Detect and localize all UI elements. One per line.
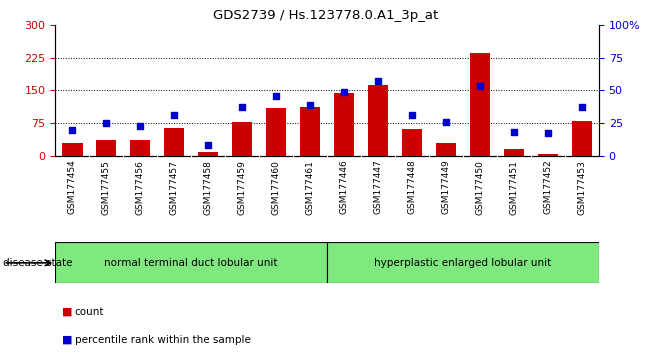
Bar — [62, 143, 83, 156]
Point — [135, 123, 145, 129]
Bar — [130, 139, 150, 156]
Bar — [164, 128, 184, 156]
Text: GSM177457: GSM177457 — [170, 160, 179, 215]
Point — [509, 129, 519, 135]
Text: GSM177449: GSM177449 — [441, 160, 450, 215]
Text: GSM177451: GSM177451 — [510, 160, 518, 215]
Point — [543, 131, 553, 136]
Bar — [334, 93, 354, 156]
Bar — [96, 141, 117, 156]
Bar — [300, 107, 320, 156]
Text: hyperplastic enlarged lobular unit: hyperplastic enlarged lobular unit — [374, 258, 551, 268]
Text: ■: ■ — [62, 307, 72, 316]
Text: GSM177458: GSM177458 — [204, 160, 213, 215]
Point — [475, 84, 485, 89]
Bar — [470, 53, 490, 156]
Bar — [327, 242, 599, 283]
Bar — [55, 242, 327, 283]
Text: GSM177448: GSM177448 — [408, 160, 417, 215]
Text: GSM177455: GSM177455 — [102, 160, 111, 215]
Text: GSM177460: GSM177460 — [271, 160, 281, 215]
Text: count: count — [75, 307, 104, 316]
Point — [101, 120, 111, 126]
Point — [237, 104, 247, 110]
Bar — [402, 129, 422, 156]
Bar — [436, 143, 456, 156]
Text: ■: ■ — [62, 335, 72, 345]
Point — [271, 93, 281, 98]
Text: GSM177459: GSM177459 — [238, 160, 247, 215]
Bar — [504, 149, 524, 156]
Text: GSM177452: GSM177452 — [544, 160, 553, 215]
Text: disease state: disease state — [3, 258, 73, 268]
Text: percentile rank within the sample: percentile rank within the sample — [75, 335, 251, 345]
Point — [339, 89, 350, 95]
Point — [305, 102, 315, 108]
Text: normal terminal duct lobular unit: normal terminal duct lobular unit — [104, 258, 278, 268]
Text: GDS2739 / Hs.123778.0.A1_3p_at: GDS2739 / Hs.123778.0.A1_3p_at — [213, 9, 438, 22]
Bar — [572, 121, 592, 156]
Point — [203, 142, 214, 148]
Bar — [266, 108, 286, 156]
Point — [577, 104, 587, 110]
Bar — [232, 122, 253, 156]
Text: GSM177454: GSM177454 — [68, 160, 77, 215]
Point — [407, 112, 417, 118]
Text: GSM177453: GSM177453 — [577, 160, 587, 215]
Text: GSM177450: GSM177450 — [475, 160, 484, 215]
Bar — [368, 85, 388, 156]
Text: GSM177461: GSM177461 — [305, 160, 314, 215]
Point — [373, 78, 383, 84]
Text: GSM177456: GSM177456 — [136, 160, 145, 215]
Point — [67, 127, 77, 132]
Text: GSM177447: GSM177447 — [374, 160, 383, 215]
Point — [169, 112, 180, 118]
Bar — [538, 154, 558, 156]
Text: GSM177446: GSM177446 — [340, 160, 349, 215]
Point — [441, 119, 451, 125]
Bar — [198, 152, 218, 156]
